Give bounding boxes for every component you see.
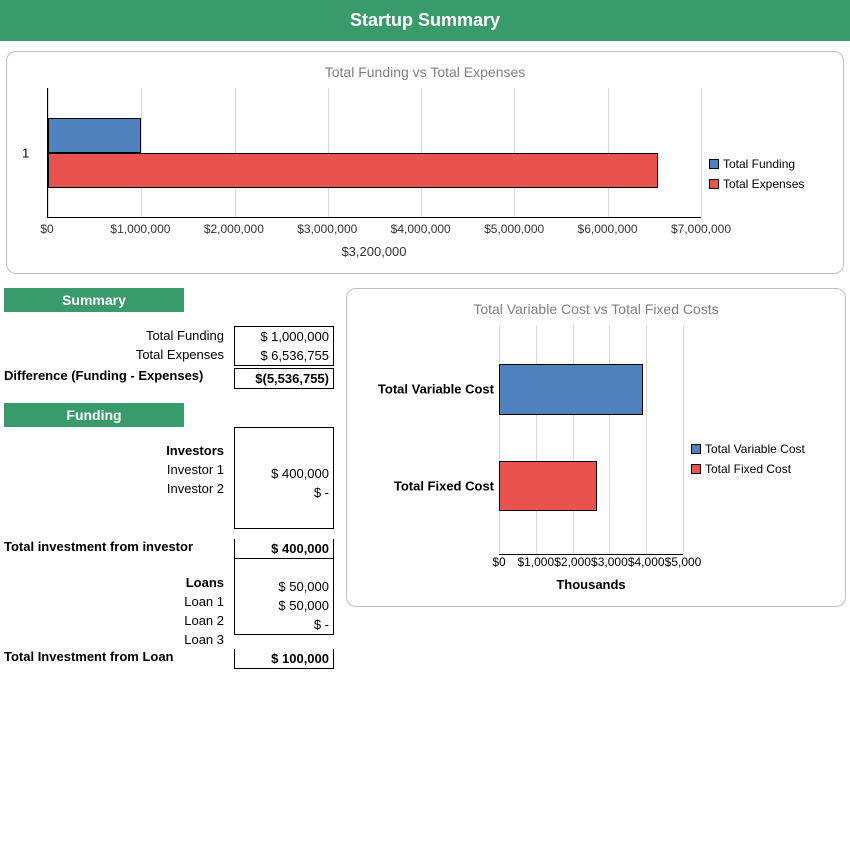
summary-labels: Total Funding Total Expenses [4, 326, 234, 364]
chart-variable-vs-fixed: Total Variable Cost vs Total Fixed Costs… [346, 288, 846, 607]
chart1-tick: $4,000,000 [391, 222, 451, 236]
loan2-value: $ 50,000 [235, 596, 333, 615]
legend-label: Total Fixed Cost [705, 462, 791, 476]
loans-total-value: $ 100,000 [235, 649, 333, 668]
summary-values: $ 1,000,000 $ 6,536,755 [234, 326, 334, 366]
loans-values: $ 50,000 $ 50,000 $ - [234, 559, 334, 635]
chart1-tick: $2,000,000 [204, 222, 264, 236]
loans-labels: Loans Loan 1 Loan 2 Loan 3 [4, 559, 234, 649]
loan3-label: Loan 3 [4, 630, 224, 649]
chart1-plot-area: 1 [47, 88, 701, 218]
chart2-tick: $1,000 [517, 555, 554, 569]
page-title: Startup Summary [350, 10, 500, 30]
legend-swatch [709, 179, 719, 189]
investors-values: $ 400,000 $ - [234, 427, 334, 529]
investor1-label: Investor 1 [4, 460, 224, 479]
chart2-bar-0 [499, 364, 643, 415]
summary-value-expenses: $ 6,536,755 [235, 346, 333, 365]
chart2-tick: $5,000 [665, 555, 702, 569]
chart1-tick: $5,000,000 [484, 222, 544, 236]
chart2-plot: Total Variable CostTotal Fixed Cost $0$1… [359, 325, 683, 592]
chart2-tick: $0 [492, 555, 505, 569]
legend-label: Total Expenses [723, 177, 804, 191]
loans-subhead: Loans [4, 559, 224, 592]
chart2-x-ticks: $0$1,000$2,000$3,000$4,000$5,000 [499, 555, 683, 573]
chart2-tick: $4,000 [628, 555, 665, 569]
loan2-label: Loan 2 [4, 611, 224, 630]
legend-swatch [691, 464, 701, 474]
chart1-title: Total Funding vs Total Expenses [19, 64, 831, 80]
right-column: Total Variable Cost vs Total Fixed Costs… [346, 288, 846, 669]
chart2-tick: $3,000 [591, 555, 628, 569]
chart1-tick: $3,000,000 [297, 222, 357, 236]
investors-subhead: Investors [4, 427, 224, 460]
chart1-tick: $6,000,000 [578, 222, 638, 236]
legend-item: Total Funding [709, 157, 831, 171]
chart2-tick: $2,000 [554, 555, 591, 569]
chart1-bar-1 [48, 153, 658, 188]
chart1-tick: $1,000,000 [110, 222, 170, 236]
legend-swatch [709, 159, 719, 169]
loans-total-label: Total Investment from Loan [4, 649, 234, 664]
chart2-category-label: Total Fixed Cost [359, 479, 494, 494]
investors-total-label: Total investment from investor [4, 539, 234, 554]
investor1-value: $ 400,000 [235, 464, 333, 483]
chart1-tick: $7,000,000 [671, 222, 731, 236]
summary-label-expenses: Total Expenses [4, 345, 224, 364]
left-column: Summary Total Funding Total Expenses $ 1… [4, 288, 334, 669]
loan1-value: $ 50,000 [235, 577, 333, 596]
chart2-category-label: Total Variable Cost [359, 382, 494, 397]
page-header: Startup Summary [0, 0, 850, 41]
legend-label: Total Funding [723, 157, 795, 171]
chart2-x-label: Thousands [499, 577, 683, 592]
investor2-value: $ - [235, 483, 333, 502]
investors-labels: Investors Investor 1 Investor 2 [4, 427, 234, 498]
summary-head: Summary [4, 288, 184, 312]
chart1-plot: 1 $0 $1,000,000 $2,000,000 $3,000,000 $4,000… [19, 88, 701, 259]
summary-diff-label: Difference (Funding - Expenses) [4, 368, 234, 383]
legend-item: Total Variable Cost [691, 442, 833, 456]
summary-diff-value: $(5,536,755) [234, 368, 334, 389]
loans-total-box: $ 100,000 [234, 649, 334, 669]
investors-total-value: $ 400,000 [235, 539, 333, 558]
loan1-label: Loan 1 [4, 592, 224, 611]
loan3-value: $ - [235, 615, 333, 634]
chart-funding-vs-expenses: Total Funding vs Total Expenses 1 $0 $1,0… [6, 51, 844, 274]
investors-total-box: $ 400,000 [234, 539, 334, 559]
summary-value-funding: $ 1,000,000 [235, 327, 333, 346]
chart2-title: Total Variable Cost vs Total Fixed Costs [359, 301, 833, 317]
chart1-legend: Total Funding Total Expenses [701, 151, 831, 197]
chart1-sublabel: $3,200,000 [47, 244, 701, 259]
legend-swatch [691, 444, 701, 454]
summary-label-funding: Total Funding [4, 326, 224, 345]
chart2-bar-1 [499, 461, 597, 512]
legend-item: Total Expenses [709, 177, 831, 191]
chart2-plot-area: Total Variable CostTotal Fixed Cost [499, 325, 683, 555]
chart1-category-label: 1 [22, 146, 29, 161]
chart1-tick: $0 [40, 222, 53, 236]
legend-label: Total Variable Cost [705, 442, 805, 456]
funding-head: Funding [4, 403, 184, 427]
chart1-x-ticks: $0$1,000,000$2,000,000$3,000,000$4,000,0… [47, 222, 701, 242]
legend-item: Total Fixed Cost [691, 462, 833, 476]
chart1-bar-0 [48, 118, 141, 153]
investor2-label: Investor 2 [4, 479, 224, 498]
chart2-legend: Total Variable Cost Total Fixed Cost [683, 436, 833, 482]
